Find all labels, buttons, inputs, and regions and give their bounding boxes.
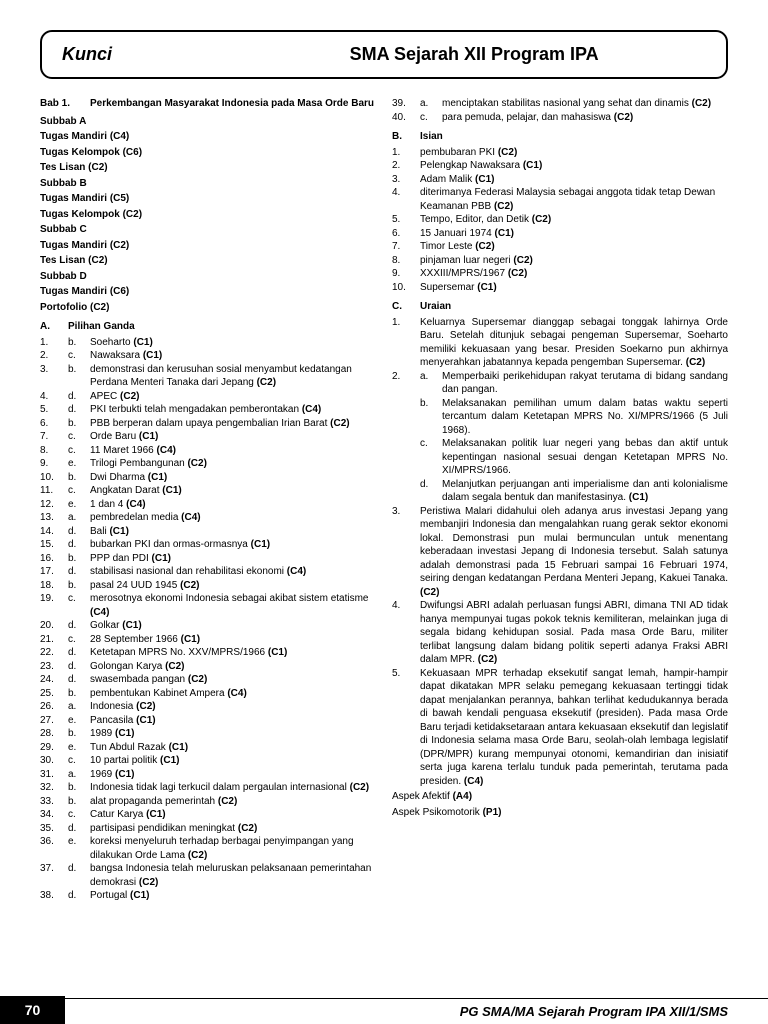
sub-item: Tugas Kelompok (C6) — [40, 146, 376, 160]
pg-list: 1.b.Soeharto (C1)2.c.Nawaksara (C1)3.b.d… — [40, 336, 376, 903]
answer-row: 16.b.PPP dan PDI (C1) — [40, 552, 376, 566]
answer-row: 14.d.Bali (C1) — [40, 525, 376, 539]
answer-row: 2.c.Nawaksara (C1) — [40, 349, 376, 363]
answer-row: 27.e.Pancasila (C1) — [40, 714, 376, 728]
answer-row: 37.d.bangsa Indonesia telah meluruskan p… — [40, 862, 376, 889]
answer-row: 25.b.pembentukan Kabinet Ampera (C4) — [40, 687, 376, 701]
isian-row: 4.diterimanya Federasi Malaysia sebagai … — [392, 186, 728, 213]
uraian-list: 1.Keluarnya Supersemar dianggap sebagai … — [392, 316, 728, 789]
answer-row: 34.c.Catur Karya (C1) — [40, 808, 376, 822]
isian-row: 7.Timor Leste (C2) — [392, 240, 728, 254]
answer-row: 19.c.merosotnya ekonomi Indonesia sebaga… — [40, 592, 376, 619]
uraian-subrow: c.Melaksanakan politik luar negeri yang … — [392, 437, 728, 478]
answer-row: 30.c.10 partai politik (C1) — [40, 754, 376, 768]
answer-row: 5.d.PKI terbukti telah mengadakan pember… — [40, 403, 376, 417]
aspek-item: Aspek Psikomotorik (P1) — [392, 806, 728, 820]
answer-row: 7.c.Orde Baru (C1) — [40, 430, 376, 444]
sub-item: Tugas Mandiri (C4) — [40, 130, 376, 144]
answer-row: 9.e.Trilogi Pembangunan (C2) — [40, 457, 376, 471]
sub-item: Subbab D — [40, 270, 376, 284]
kunci-label: Kunci — [62, 44, 242, 65]
answer-row: 35.d.partisipasi pendidikan meningkat (C… — [40, 822, 376, 836]
sub-item: Subbab A — [40, 115, 376, 129]
sub-item: Tugas Mandiri (C6) — [40, 285, 376, 299]
isian-row: 10.Supersemar (C1) — [392, 281, 728, 295]
isian-row: 6.15 Januari 1974 (C1) — [392, 227, 728, 241]
answer-row: 36.e.koreksi menyeluruh terhadap berbaga… — [40, 835, 376, 862]
answer-row: 33.b.alat propaganda pemerintah (C2) — [40, 795, 376, 809]
uraian-subrow: d.Melanjutkan perjuangan anti imperialis… — [392, 478, 728, 505]
page-number: 70 — [0, 996, 65, 1024]
sub-item: Subbab C — [40, 223, 376, 237]
right-column: 39.a.menciptakan stabilitas nasional yan… — [392, 97, 728, 903]
sub-item: Tes Lisan (C2) — [40, 161, 376, 175]
sub-item: Tes Lisan (C2) — [40, 254, 376, 268]
answer-row: 12.e.1 dan 4 (C4) — [40, 498, 376, 512]
aspek-list: Aspek Afektif (A4) Aspek Psikomotorik (P1… — [392, 790, 728, 819]
footer: 70 PG SMA/MA Sejarah Program IPA XII/1/S… — [0, 996, 768, 1024]
answer-row: 4.d.APEC (C2) — [40, 390, 376, 404]
isian-row: 5.Tempo, Editor, dan Detik (C2) — [392, 213, 728, 227]
answer-row: 8.c.11 Maret 1966 (C4) — [40, 444, 376, 458]
aspek-item: Aspek Afektif (A4) — [392, 790, 728, 804]
uraian-head: C. Uraian — [392, 300, 728, 314]
sub-item: Tugas Kelompok (C2) — [40, 208, 376, 222]
header-box: Kunci SMA Sejarah XII Program IPA — [40, 30, 728, 79]
answer-row: 10.b.Dwi Dharma (C1) — [40, 471, 376, 485]
answer-row: 26.a.Indonesia (C2) — [40, 700, 376, 714]
sub-list: Subbab ATugas Mandiri (C4) Tugas Kelompok… — [40, 115, 376, 315]
answer-row: 39.a.menciptakan stabilitas nasional yan… — [392, 97, 728, 111]
answer-row: 18.b.pasal 24 UUD 1945 (C2) — [40, 579, 376, 593]
isian-row: 1.pembubaran PKI (C2) — [392, 146, 728, 160]
answer-row: 40.c.para pemuda, pelajar, dan mahasiswa… — [392, 111, 728, 125]
answer-row: 31.a.1969 (C1) — [40, 768, 376, 782]
isian-list: 1.pembubaran PKI (C2)2.Pelengkap Nawaksa… — [392, 146, 728, 295]
uraian-row: 1.Keluarnya Supersemar dianggap sebagai … — [392, 316, 728, 370]
isian-row: 8.pinjaman luar negeri (C2) — [392, 254, 728, 268]
answer-row: 20.d.Golkar (C1) — [40, 619, 376, 633]
footer-title: PG SMA/MA Sejarah Program IPA XII/1/SMS — [65, 998, 768, 1024]
answer-row: 22.d.Ketetapan MPRS No. XXV/MPRS/1966 (C… — [40, 646, 376, 660]
uraian-subrow: 2.a.Memperbaiki perikehidupan rakyat ter… — [392, 370, 728, 397]
uraian-row: 5.Kekuasaan MPR terhadap eksekutif sanga… — [392, 667, 728, 789]
answer-row: 29.e.Tun Abdul Razak (C1) — [40, 741, 376, 755]
answer-row: 6.b.PBB berperan dalam upaya pengembalia… — [40, 417, 376, 431]
bab-line: Bab 1. Perkembangan Masyarakat Indonesia… — [40, 97, 376, 111]
isian-row: 9.XXXIII/MPRS/1967 (C2) — [392, 267, 728, 281]
answer-row: 23.d.Golongan Karya (C2) — [40, 660, 376, 674]
answer-row: 13.a.pembredelan media (C4) — [40, 511, 376, 525]
uraian-row: 3.Peristiwa Malari didahului oleh adanya… — [392, 505, 728, 600]
answer-row: 17.d.stabilisasi nasional dan rehabilita… — [40, 565, 376, 579]
uraian-row: 4.Dwifungsi ABRI adalah perluasan fungsi… — [392, 599, 728, 667]
isian-row: 3.Adam Malik (C1) — [392, 173, 728, 187]
answer-row: 32.b.Indonesia tidak lagi terkucil dalam… — [40, 781, 376, 795]
answer-row: 3.b.demonstrasi dan kerusuhan sosial men… — [40, 363, 376, 390]
answer-row: 11.c.Angkatan Darat (C1) — [40, 484, 376, 498]
sub-item: Tugas Mandiri (C2) — [40, 239, 376, 253]
answer-row: 21.c.28 September 1966 (C1) — [40, 633, 376, 647]
answer-row: 24.d.swasembada pangan (C2) — [40, 673, 376, 687]
answer-row: 28.b.1989 (C1) — [40, 727, 376, 741]
answer-row: 1.b.Soeharto (C1) — [40, 336, 376, 350]
answer-row: 38.d.Portugal (C1) — [40, 889, 376, 903]
page-title: SMA Sejarah XII Program IPA — [242, 44, 706, 65]
isian-row: 2.Pelengkap Nawaksara (C1) — [392, 159, 728, 173]
answer-row: 15.d.bubarkan PKI dan ormas-ormasnya (C1… — [40, 538, 376, 552]
sub-item: Portofolio (C2) — [40, 301, 376, 315]
sub-item: Tugas Mandiri (C5) — [40, 192, 376, 206]
pg-list-right: 39.a.menciptakan stabilitas nasional yan… — [392, 97, 728, 124]
uraian-subrow: b.Melaksanakan pemilihan umum dalam bata… — [392, 397, 728, 438]
isian-head: B. Isian — [392, 130, 728, 144]
left-column: Bab 1. Perkembangan Masyarakat Indonesia… — [40, 97, 376, 903]
sub-item: Subbab B — [40, 177, 376, 191]
pg-head: A. Pilihan Ganda — [40, 320, 376, 334]
